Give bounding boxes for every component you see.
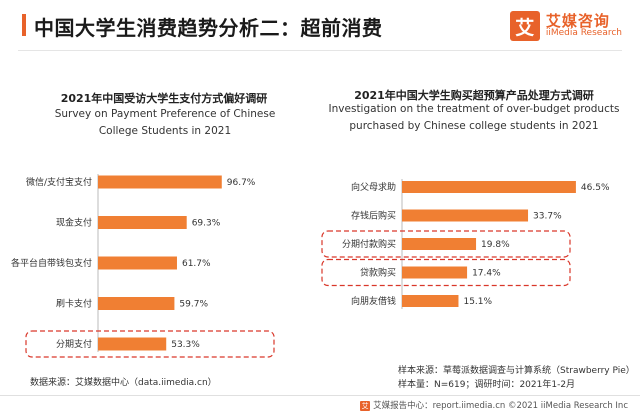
left-value-label: 61.7% (182, 259, 211, 269)
right-bar (402, 238, 477, 250)
page-title: 中国大学生消费趋势分析二：超前消费 (34, 16, 383, 40)
right-chart-subtitle: Investigation on the treatment of over-b… (328, 103, 620, 132)
right-sample-source: 样本来源：草莓派数据调查与计算系统（Strawberry Pie） (398, 366, 635, 376)
right-category-label: 向朋友借钱 (351, 295, 396, 307)
brand-logo: 艾 艾媒咨询 iiMedia Research (509, 8, 622, 44)
logo-name-en: iiMedia Research (545, 28, 622, 39)
right-category-label: 贷款购买 (360, 267, 396, 279)
right-value-label: 19.8% (481, 240, 510, 250)
left-value-label: 96.7% (227, 178, 256, 188)
left-chart-subtitle: Survey on Payment Preference of Chinese … (54, 108, 276, 137)
right-bar (402, 209, 529, 222)
left-chart-title: 2021年中国受访大学生支付方式偏好调研 (60, 92, 268, 105)
left-bar (98, 337, 167, 351)
right-chart-title: 2021年中国大学生购买超预算产品处理方式调研 (354, 89, 594, 102)
right-bar (402, 295, 459, 307)
footer: 艾艾媒报告中心：report.iimedia.cn ©2021 iiMedia … (360, 399, 628, 411)
right-value-label: 46.5% (581, 183, 610, 193)
left-bar (98, 175, 222, 189)
right-bar (402, 181, 576, 193)
left-value-label: 69.3% (192, 219, 221, 229)
right-category-label: 分期付款购买 (342, 238, 396, 250)
footer-text: 艾媒报告中心：report.iimedia.cn ©2021 iiMedia R… (373, 401, 628, 411)
right-value-label: 15.1% (463, 297, 492, 307)
left-bar (98, 297, 175, 310)
left-category-label: 各平台自带钱包支付 (11, 257, 92, 269)
footer-divider (0, 395, 640, 396)
left-value-label: 59.7% (179, 300, 208, 310)
left-category-label: 刷卡支付 (56, 298, 92, 310)
logo-text: 艾媒咨询 iiMedia Research (546, 13, 622, 39)
right-bar (402, 266, 468, 279)
logo-name-cn: 艾媒咨询 (545, 11, 610, 30)
right-value-label: 17.4% (472, 269, 501, 279)
right-category-label: 存钱后购买 (351, 210, 396, 222)
right-highlight-box (321, 230, 571, 258)
left-bar (98, 256, 177, 270)
right-category-label: 向父母求助 (351, 181, 396, 193)
header-divider (18, 50, 622, 51)
left-category-label: 微信/支付宝支付 (26, 176, 92, 188)
logo-mark: 艾 (509, 11, 540, 41)
left-value-label: 53.3% (171, 340, 200, 350)
left-bar (98, 216, 187, 229)
left-category-label: 现金支付 (56, 217, 92, 229)
right-sample-size: 样本量：N=619；调研时间：2021年1-2月 (398, 380, 576, 390)
footer-logo-icon: 艾 (360, 400, 371, 411)
left-highlight-box (25, 330, 275, 358)
right-highlight-box (321, 258, 571, 287)
left-data-source: 数据来源：艾媒数据中心（data.iimedia.cn） (30, 378, 217, 388)
right-value-label: 33.7% (533, 212, 562, 222)
left-category-label: 分期支付 (56, 338, 92, 350)
title-accent-bar (22, 14, 26, 36)
